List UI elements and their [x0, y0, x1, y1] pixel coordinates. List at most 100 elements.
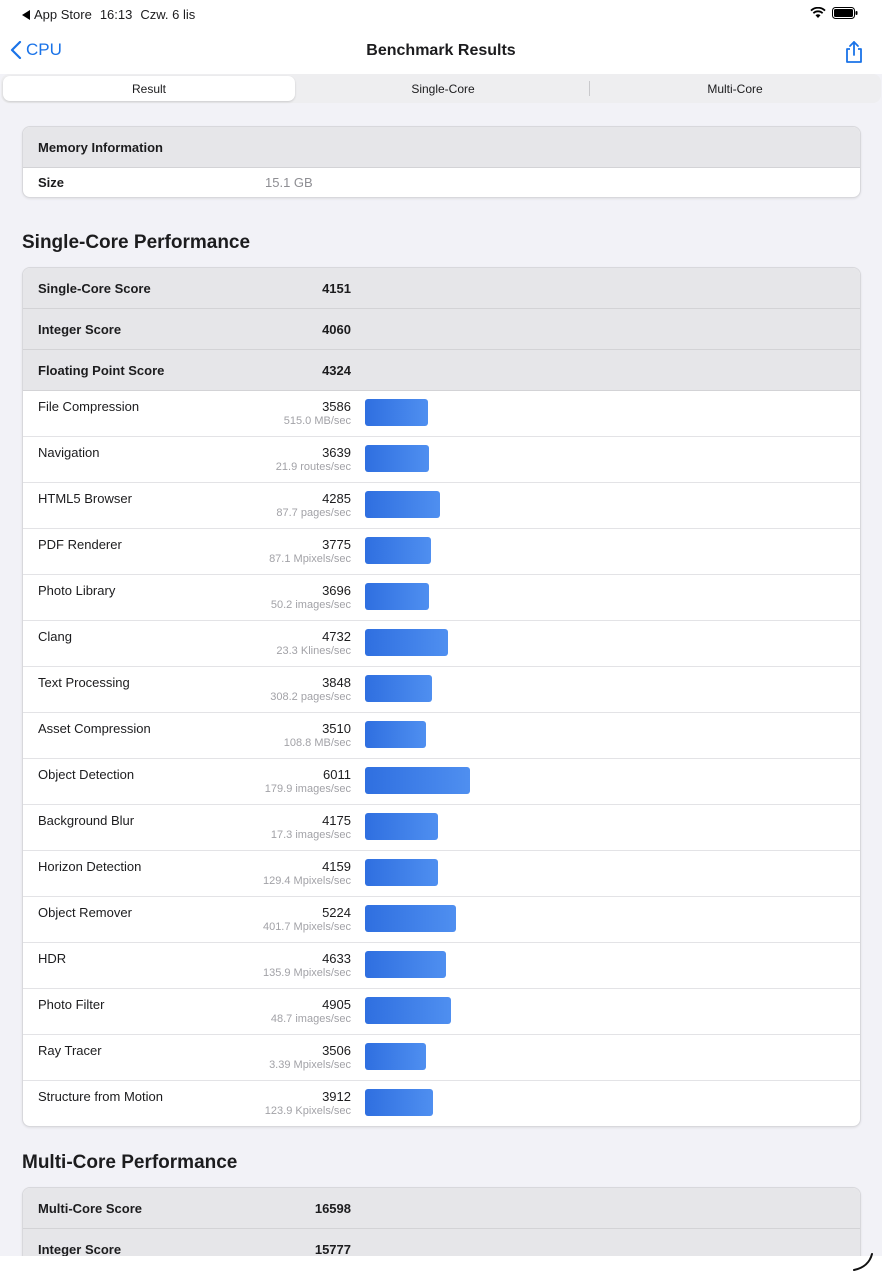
- benchmark-name: Clang: [38, 629, 72, 644]
- benchmark-score: 4732: [322, 629, 351, 644]
- memory-info-title: Memory Information: [38, 139, 163, 155]
- status-date: Czw. 6 lis: [140, 7, 196, 22]
- benchmark-score: 3506: [322, 1043, 351, 1058]
- benchmark-name: HTML5 Browser: [38, 491, 132, 506]
- benchmark-rate: 21.9 routes/sec: [275, 461, 351, 473]
- benchmark-rate: 401.7 Mpixels/sec: [262, 921, 351, 933]
- share-icon: [846, 41, 862, 63]
- result-tabs: Result Single-Core Multi-Core: [1, 74, 881, 103]
- benchmark-row: Background Blur 4175 17.3 images/sec: [23, 805, 860, 851]
- page-title: Benchmark Results: [366, 42, 516, 59]
- benchmark-rate: 135.9 Mpixels/sec: [262, 967, 351, 979]
- corner-swipe-icon: [853, 1253, 873, 1271]
- memory-info-card: Memory Information Size 15.1 GB: [22, 126, 861, 198]
- benchmark-rate: 179.9 images/sec: [264, 783, 351, 795]
- bottom-edge: [0, 1253, 882, 1280]
- tab-multi-core[interactable]: Multi-Core: [589, 74, 881, 103]
- benchmark-name: File Compression: [38, 399, 140, 414]
- single-core-score-row: Single-Core Score 4151: [23, 268, 860, 309]
- benchmark-score-bar: [365, 813, 438, 840]
- benchmark-row: Clang 4732 23.3 Klines/sec: [23, 621, 860, 667]
- floating-point-score-row: Floating Point Score 4324: [23, 350, 860, 391]
- summary-value: 4060: [322, 321, 351, 337]
- back-button-label: CPU: [26, 40, 62, 59]
- benchmark-row: HDR 4633 135.9 Mpixels/sec: [23, 943, 860, 989]
- benchmark-score: 4285: [322, 491, 351, 506]
- benchmark-name: Navigation: [38, 445, 100, 460]
- benchmark-row: Horizon Detection 4159 129.4 Mpixels/sec: [23, 851, 860, 897]
- results-scroll-area[interactable]: Memory Information Size 15.1 GB Single-C…: [0, 104, 882, 1256]
- benchmark-score: 5224: [322, 905, 351, 920]
- memory-info-header: Memory Information: [23, 127, 860, 168]
- battery-icon: [832, 7, 858, 19]
- summary-label: Integer Score: [38, 321, 122, 337]
- benchmark-row: PDF Renderer 3775 87.1 Mpixels/sec: [23, 529, 860, 575]
- summary-value: 16598: [314, 1200, 351, 1216]
- benchmark-row: Navigation 3639 21.9 routes/sec: [23, 437, 860, 483]
- status-bar: App Store 16:13 Czw. 6 lis: [0, 0, 882, 30]
- benchmark-row: Structure from Motion 3912 123.9 Kpixels/s…: [23, 1081, 860, 1126]
- benchmark-name: Ray Tracer: [38, 1043, 102, 1058]
- benchmark-rate: 48.7 images/sec: [270, 1013, 351, 1025]
- benchmark-score: 3912: [322, 1089, 351, 1104]
- benchmark-score-bar: [365, 583, 429, 610]
- benchmark-score-bar: [365, 629, 448, 656]
- summary-label: Integer Score: [38, 1241, 122, 1257]
- benchmark-name: Photo Library: [38, 583, 116, 598]
- tab-single-core[interactable]: Single-Core: [411, 81, 475, 96]
- benchmark-name: Photo Filter: [38, 997, 105, 1012]
- benchmark-score-bar: [365, 491, 440, 518]
- benchmark-score-bar: [365, 997, 451, 1024]
- benchmark-score: 3639: [322, 445, 351, 460]
- benchmark-rate: 50.2 images/sec: [270, 599, 351, 611]
- memory-size-value: 15.1 GB: [265, 175, 313, 190]
- benchmark-rate: 129.4 Mpixels/sec: [262, 875, 351, 887]
- benchmark-score-bar: [365, 905, 456, 932]
- benchmark-score: 3696: [322, 583, 351, 598]
- benchmark-name: HDR: [38, 951, 67, 966]
- benchmark-rate: 123.9 Kpixels/sec: [264, 1105, 351, 1117]
- back-triangle-icon: [22, 9, 30, 20]
- back-button[interactable]: CPU: [10, 40, 62, 60]
- integer-score-row: Integer Score 4060: [23, 309, 860, 350]
- back-to-app-button[interactable]: App Store: [22, 7, 92, 22]
- benchmark-score-bar: [365, 399, 428, 426]
- multi-core-score-row: Multi-Core Score 16598: [23, 1188, 860, 1229]
- single-core-card: Single-Core Score 4151 Integer Score 406…: [22, 267, 861, 1127]
- benchmark-name: Asset Compression: [38, 721, 151, 736]
- benchmark-score-bar: [365, 859, 438, 886]
- benchmark-rate: 87.7 pages/sec: [276, 507, 351, 519]
- navigation-bar: CPU Benchmark Results: [0, 30, 882, 74]
- benchmark-name: Structure from Motion: [38, 1089, 163, 1104]
- benchmark-score: 3848: [322, 675, 351, 690]
- benchmark-list: File Compression 3586 515.0 MB/sec Navigati…: [23, 391, 860, 1126]
- benchmark-score: 4159: [322, 859, 351, 874]
- multi-core-card: Multi-Core Score 16598 Integer Score 157…: [22, 1187, 861, 1256]
- summary-label: Single-Core Score: [38, 280, 151, 296]
- benchmark-row: Text Processing 3848 308.2 pages/sec: [23, 667, 860, 713]
- benchmark-name: PDF Renderer: [38, 537, 122, 552]
- benchmark-score-bar: [365, 537, 431, 564]
- benchmark-rate: 23.3 Klines/sec: [276, 645, 351, 657]
- share-button[interactable]: [844, 40, 864, 69]
- benchmark-score-bar: [365, 445, 429, 472]
- benchmark-rate: 87.1 Mpixels/sec: [269, 553, 351, 565]
- benchmark-score-bar: [365, 1089, 433, 1116]
- tab-result[interactable]: Result: [3, 76, 295, 101]
- summary-value: 4324: [322, 362, 351, 378]
- benchmark-score: 4633: [322, 951, 351, 966]
- benchmark-row: Photo Library 3696 50.2 images/sec: [23, 575, 860, 621]
- benchmark-rate: 515.0 MB/sec: [283, 415, 351, 427]
- benchmark-name: Horizon Detection: [38, 859, 142, 874]
- benchmark-name: Object Detection: [38, 767, 135, 782]
- benchmark-score-bar: [365, 951, 446, 978]
- benchmark-score: 6011: [323, 767, 351, 782]
- summary-value: 15777: [314, 1241, 351, 1257]
- benchmark-rate: 17.3 images/sec: [270, 829, 351, 841]
- benchmark-score: 4905: [322, 997, 351, 1012]
- benchmark-score-bar: [365, 675, 432, 702]
- benchmark-score-bar: [365, 721, 426, 748]
- summary-label: Multi-Core Score: [38, 1200, 143, 1216]
- benchmark-name: Object Remover: [38, 905, 132, 920]
- benchmark-row: HTML5 Browser 4285 87.7 pages/sec: [23, 483, 860, 529]
